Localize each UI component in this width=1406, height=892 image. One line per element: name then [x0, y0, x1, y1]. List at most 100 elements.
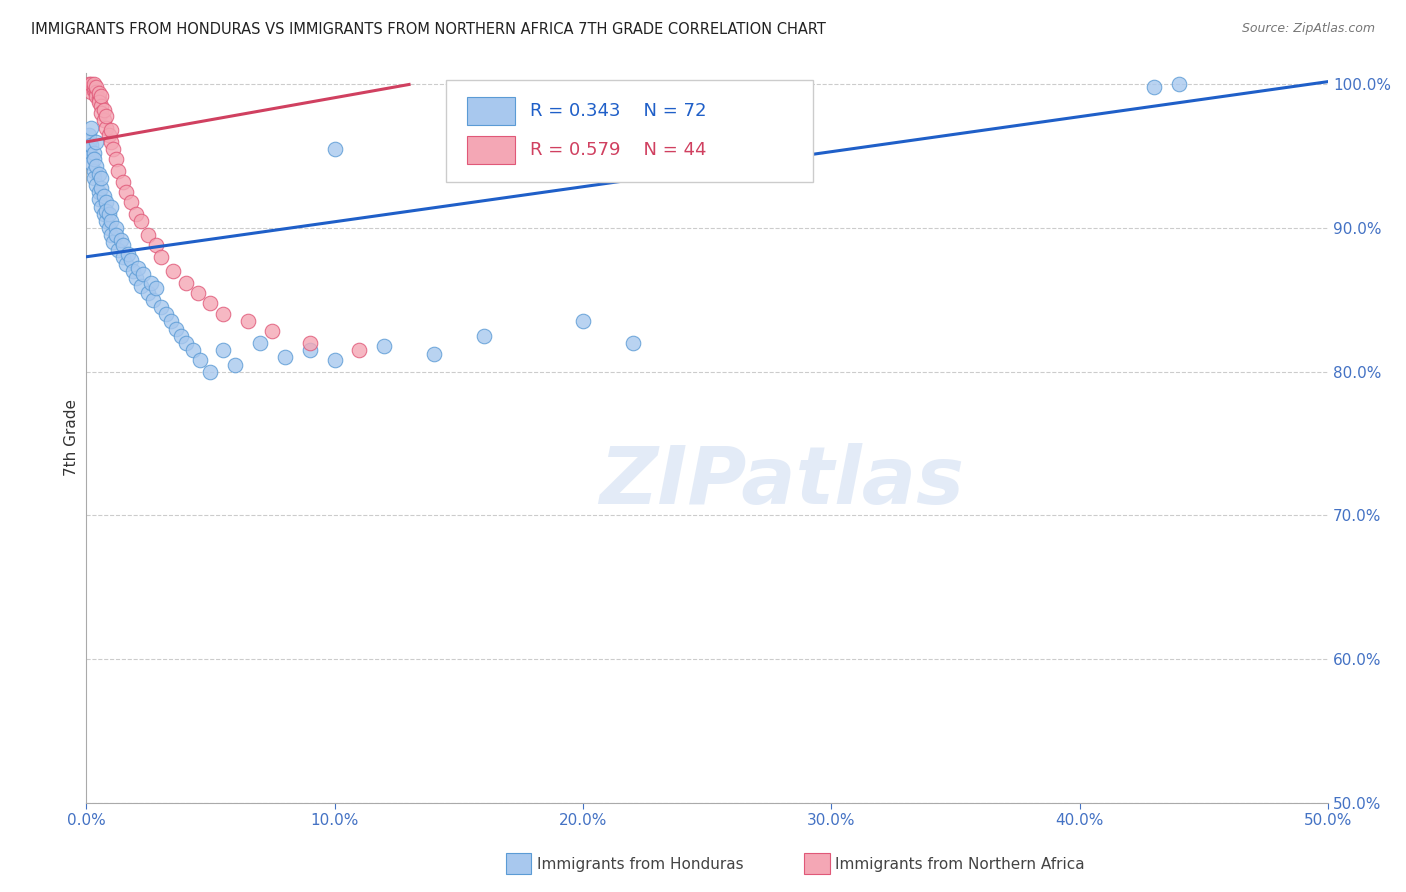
Text: ZIPatlas: ZIPatlas	[599, 442, 965, 521]
Point	[159, 314, 181, 328]
Point	[120, 252, 142, 267]
Point	[83, 163, 105, 178]
Point	[572, 314, 595, 328]
Point	[211, 307, 233, 321]
Point	[472, 328, 495, 343]
Point	[142, 293, 165, 307]
Point	[200, 365, 222, 379]
Point	[236, 314, 259, 328]
Point	[174, 276, 197, 290]
Point	[125, 207, 148, 221]
Point	[181, 343, 204, 358]
Point	[211, 343, 233, 358]
Point	[83, 83, 105, 97]
FancyBboxPatch shape	[467, 97, 515, 125]
Point	[120, 195, 142, 210]
Point	[107, 163, 129, 178]
Point	[90, 89, 112, 103]
Point	[200, 295, 222, 310]
Point	[125, 271, 148, 285]
Point	[80, 137, 103, 152]
Point	[90, 99, 112, 113]
Point	[93, 103, 115, 118]
Point	[145, 238, 167, 252]
Point	[262, 325, 284, 339]
Point	[100, 200, 122, 214]
Point	[1143, 80, 1166, 95]
Point	[187, 285, 209, 300]
Point	[80, 156, 103, 170]
Point	[249, 335, 271, 350]
Point	[77, 142, 100, 156]
Point	[97, 128, 120, 142]
Point	[112, 250, 135, 264]
Point	[83, 146, 105, 161]
Point	[1168, 78, 1191, 92]
Point	[224, 358, 246, 372]
Point	[77, 135, 100, 149]
Point	[104, 221, 127, 235]
Point	[298, 343, 321, 358]
Point	[87, 167, 110, 181]
Point	[94, 214, 117, 228]
Point	[93, 189, 115, 203]
Point	[84, 135, 107, 149]
Point	[274, 351, 297, 365]
Point	[87, 86, 110, 100]
Point	[90, 181, 112, 195]
Text: Source: ZipAtlas.com: Source: ZipAtlas.com	[1241, 22, 1375, 36]
Point	[87, 185, 110, 199]
Text: Immigrants from Honduras: Immigrants from Honduras	[537, 857, 744, 872]
Point	[94, 195, 117, 210]
Point	[80, 120, 103, 135]
Point	[155, 307, 177, 321]
Point	[149, 250, 172, 264]
Point	[112, 238, 135, 252]
Point	[103, 142, 125, 156]
Point	[80, 149, 103, 163]
Point	[94, 203, 117, 218]
Point	[298, 335, 321, 350]
Y-axis label: 7th Grade: 7th Grade	[65, 400, 79, 476]
Point	[110, 233, 132, 247]
Point	[107, 243, 129, 257]
Point	[84, 159, 107, 173]
Point	[373, 339, 395, 353]
Point	[77, 78, 100, 92]
Point	[90, 200, 112, 214]
Point	[127, 261, 149, 276]
Point	[84, 89, 107, 103]
Point	[83, 170, 105, 185]
Point	[80, 80, 103, 95]
Point	[112, 175, 135, 189]
Point	[122, 264, 145, 278]
Point	[169, 328, 191, 343]
Point	[103, 235, 125, 250]
Point	[621, 335, 644, 350]
Point	[104, 152, 127, 166]
Point	[129, 278, 152, 293]
Point	[190, 353, 212, 368]
Point	[129, 214, 152, 228]
Point	[115, 185, 138, 199]
Point	[97, 221, 120, 235]
Point	[94, 120, 117, 135]
Point	[132, 267, 155, 281]
Point	[104, 228, 127, 243]
Point	[162, 264, 184, 278]
Point	[165, 321, 187, 335]
Point	[77, 80, 100, 95]
Point	[136, 228, 159, 243]
Point	[87, 95, 110, 109]
Point	[349, 343, 371, 358]
Point	[90, 106, 112, 120]
Point	[77, 128, 100, 142]
Point	[83, 80, 105, 95]
Point	[87, 92, 110, 106]
Point	[117, 247, 139, 261]
Point	[87, 192, 110, 206]
Point	[100, 214, 122, 228]
Point	[323, 353, 346, 368]
Point	[100, 228, 122, 243]
Text: IMMIGRANTS FROM HONDURAS VS IMMIGRANTS FROM NORTHERN AFRICA 7TH GRADE CORRELATIO: IMMIGRANTS FROM HONDURAS VS IMMIGRANTS F…	[31, 22, 825, 37]
